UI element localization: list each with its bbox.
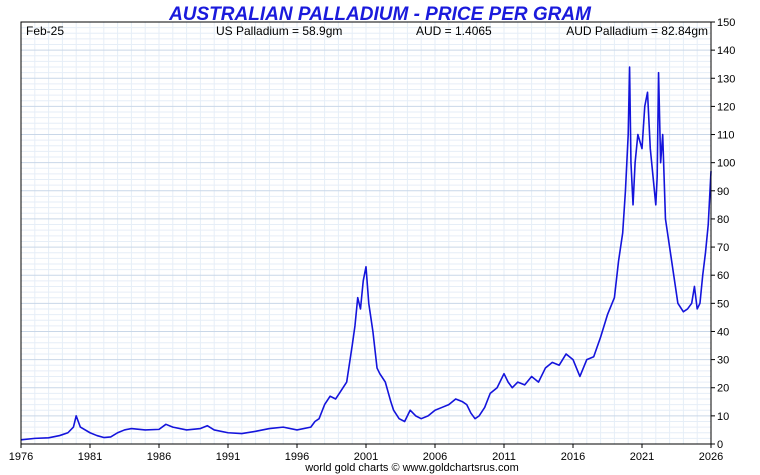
chart-title: AUSTRALIAN PALLADIUM - PRICE PER GRAM [168, 4, 592, 25]
y-tick-label: 20 [717, 383, 729, 395]
series-layer [20, 66, 712, 441]
header-aud-price: AUD Palladium = 82.84gm [566, 24, 708, 38]
x-tick-label: 1986 [147, 451, 171, 463]
x-tick-label: 2001 [354, 451, 378, 463]
x-tick-label: 2006 [423, 451, 447, 463]
y-tick-label: 110 [717, 130, 735, 142]
x-tick-label: 2021 [630, 451, 654, 463]
y-tick-label: 130 [717, 73, 735, 85]
x-tick-label: 1981 [78, 451, 102, 463]
y-tick-label: 90 [717, 186, 729, 198]
x-axis-ticks: 1976 1981 1986 1991 1996 2001 2006 2011 2016 2021… [9, 444, 723, 463]
footer-credit: world gold charts © www.goldchartsrus.co… [304, 462, 519, 474]
y-tick-label: 0 [717, 439, 723, 451]
header-us-price: US Palladium = 58.9gm [216, 24, 342, 38]
x-tick-label: 2011 [492, 451, 516, 463]
x-tick-label: 1996 [285, 451, 309, 463]
x-tick-label: 1976 [9, 451, 33, 463]
grid-lines [21, 22, 711, 444]
x-tick-label: 2026 [699, 451, 723, 463]
series-line [20, 66, 712, 441]
y-tick-label: 40 [717, 326, 729, 338]
header-fx: AUD = 1.4065 [416, 24, 492, 38]
x-tick-label: 2016 [561, 451, 585, 463]
y-tick-label: 30 [717, 355, 729, 367]
y-tick-label: 140 [717, 45, 735, 57]
x-tick-label: 1991 [216, 451, 240, 463]
y-tick-label: 80 [717, 214, 729, 226]
y-tick-label: 150 [717, 17, 735, 29]
y-tick-label: 100 [717, 158, 735, 170]
y-tick-label: 70 [717, 242, 729, 254]
y-axis-ticks: 0 10 20 30 40 50 60 70 80 90 100 110 120 130 140 150 [711, 17, 735, 451]
y-tick-label: 10 [717, 411, 729, 423]
y-tick-label: 60 [717, 270, 729, 282]
header-date: Feb-25 [26, 24, 64, 38]
y-tick-label: 50 [717, 298, 729, 310]
y-tick-label: 120 [717, 101, 735, 113]
